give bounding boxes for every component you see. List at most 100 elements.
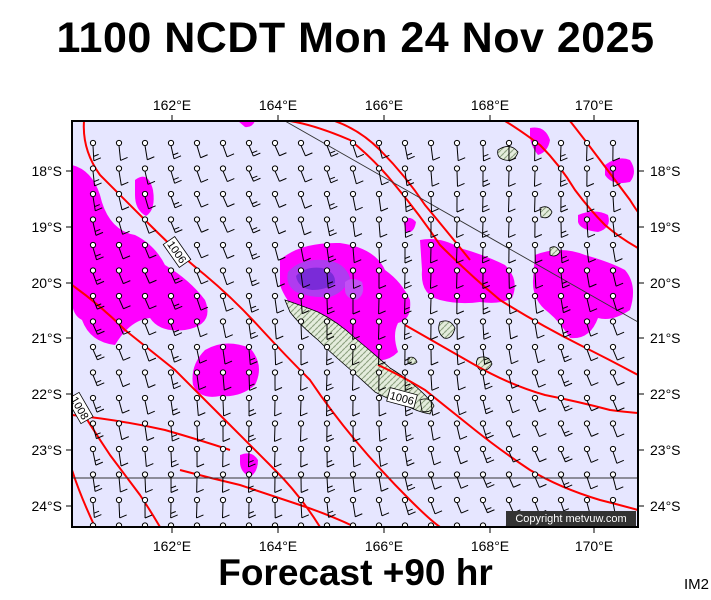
wind-barb [271, 216, 287, 235]
forecast-label: Forecast +90 hr [218, 552, 493, 593]
wind-barb [453, 216, 464, 238]
wind-barb [271, 445, 282, 468]
wind-barb [323, 241, 337, 263]
wind-barb [375, 471, 389, 492]
wind-barb [505, 241, 517, 264]
wind-barb [89, 445, 104, 466]
wind-barb [167, 267, 183, 284]
wind-barb [89, 420, 104, 440]
wind-barb [245, 445, 256, 468]
wind-barb [427, 369, 440, 391]
wind-barb [453, 471, 469, 489]
wind-barb [453, 522, 461, 527]
wind-barb [453, 496, 469, 514]
wind-barb [193, 165, 209, 183]
wind-barb [115, 241, 131, 260]
wind-barb [427, 522, 435, 527]
wind-barb [245, 496, 256, 519]
wind-barb [245, 267, 260, 287]
wind-barb [167, 216, 183, 234]
wind-barb [167, 522, 175, 527]
wind-barb [115, 420, 129, 441]
wind-barb [115, 394, 130, 414]
wind-barb [609, 241, 623, 263]
wind-barb [141, 394, 155, 415]
lat-label-23-left: 23°S [31, 442, 62, 458]
wind-barb [375, 139, 390, 159]
wind-barb [375, 216, 388, 238]
wind-barb [323, 165, 339, 184]
wind-barb [193, 522, 201, 527]
wind-barb [219, 139, 235, 158]
wind-barb [167, 139, 182, 160]
wind-barb [531, 445, 547, 463]
loyalty-island-1 [438, 320, 456, 339]
wind-barb [427, 216, 439, 238]
lon-labels-bottom: 162°E 164°E 166°E 168°E 170°E [153, 538, 613, 554]
wind-barb [505, 216, 516, 238]
wind-barb [505, 369, 520, 389]
wind-barb [505, 292, 518, 315]
lon-label-162-bottom: 162°E [153, 538, 191, 554]
wind-barb [583, 420, 599, 437]
wind-barb [115, 292, 131, 310]
wind-barbs [89, 139, 625, 527]
wind-barb [557, 318, 572, 338]
wind-barb [349, 471, 362, 493]
wind-barb [323, 318, 335, 340]
wind-barb [583, 165, 595, 187]
wind-barb [453, 343, 466, 366]
wind-barb [245, 241, 261, 260]
wind-barb [323, 522, 331, 527]
wind-barb [427, 343, 439, 366]
wind-barb [479, 343, 492, 365]
wind-barb [245, 318, 259, 340]
wind-barb [245, 420, 256, 442]
wind-barb [349, 241, 362, 264]
lon-label-166-top: 166°E [365, 97, 403, 113]
wind-barb [531, 139, 542, 162]
wind-barb [115, 216, 130, 235]
wind-barb [89, 318, 105, 335]
wind-barb [245, 165, 261, 182]
wind-barb [401, 369, 413, 391]
wind-barb [141, 522, 149, 527]
wind-barb [609, 165, 621, 187]
wind-barb [557, 241, 570, 264]
wind-barb [141, 216, 157, 234]
wind-barb [401, 420, 414, 442]
wind-barb [193, 445, 205, 468]
wind-barb [193, 420, 205, 442]
wind-barb [557, 471, 573, 489]
wind-barb [531, 292, 544, 314]
wind-barb [479, 394, 494, 415]
lat-label-20-right: 20°S [650, 275, 681, 291]
wind-barb [193, 241, 209, 259]
axis-ticks [66, 115, 644, 533]
wind-barb [427, 292, 438, 315]
wind-barb [245, 394, 257, 417]
wind-barb [271, 190, 287, 208]
wind-barb [297, 522, 305, 527]
wind-barb [167, 445, 179, 468]
wind-barb [245, 292, 259, 313]
wind-barb [401, 165, 415, 187]
wind-barb [557, 216, 569, 238]
wind-barb [583, 343, 599, 362]
wind-barb [479, 420, 494, 439]
wind-barb [193, 318, 208, 338]
wind-barb [115, 445, 129, 467]
wind-barb [323, 292, 335, 315]
wind-barb [479, 445, 495, 464]
wind-barb [531, 369, 546, 388]
wind-barb [349, 343, 360, 366]
lat-label-24-right: 24°S [650, 498, 681, 514]
wind-barb [401, 241, 413, 264]
wind-barb [557, 292, 571, 314]
wind-barb [349, 496, 363, 518]
wind-barb [89, 292, 105, 310]
lon-label-170-bottom: 170°E [575, 538, 613, 554]
lat-labels-right: 18°S 19°S 20°S 21°S 22°S 23°S 24°S [650, 163, 681, 514]
lat-label-20-left: 20°S [31, 275, 62, 291]
